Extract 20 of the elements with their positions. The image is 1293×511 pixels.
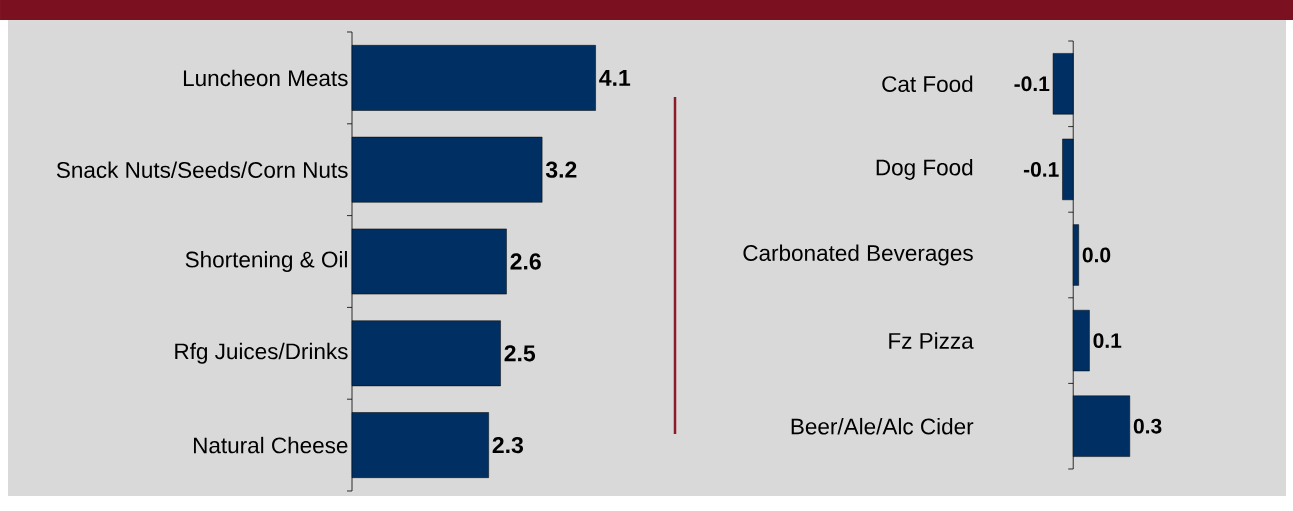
- y-tick-label: Fz Pizza: [889, 332, 974, 349]
- data-label: 3.2: [545, 161, 577, 178]
- data-label: 0.3: [1133, 418, 1162, 434]
- data-label: 2.6: [510, 253, 541, 270]
- data-label: 0.0: [1082, 247, 1111, 263]
- y-tick-label: Cat Food: [882, 75, 973, 93]
- data-label: 2.5: [504, 345, 536, 362]
- y-tick-label: Carbonated Beverages: [743, 244, 973, 266]
- y-tick-label: Natural Cheese: [193, 436, 348, 454]
- y-tick-label: Shortening & Oil: [185, 251, 347, 272]
- data-label: 2.3: [492, 436, 523, 454]
- data-label: -0.1: [1014, 76, 1050, 92]
- data-label: 4.1: [599, 69, 631, 86]
- y-tick-label: Rfg Juices/Drinks: [175, 342, 348, 364]
- y-tick-label: Dog Food: [876, 158, 973, 180]
- y-tick-label: Snack Nuts/Seeds/Corn Nuts: [56, 161, 348, 178]
- data-label: 0.1: [1093, 333, 1122, 349]
- y-tick-label: Beer/Ale/Alc Cider: [791, 417, 974, 435]
- data-label: -0.1: [1023, 161, 1059, 177]
- y-tick-label: Luncheon Meats: [183, 69, 348, 87]
